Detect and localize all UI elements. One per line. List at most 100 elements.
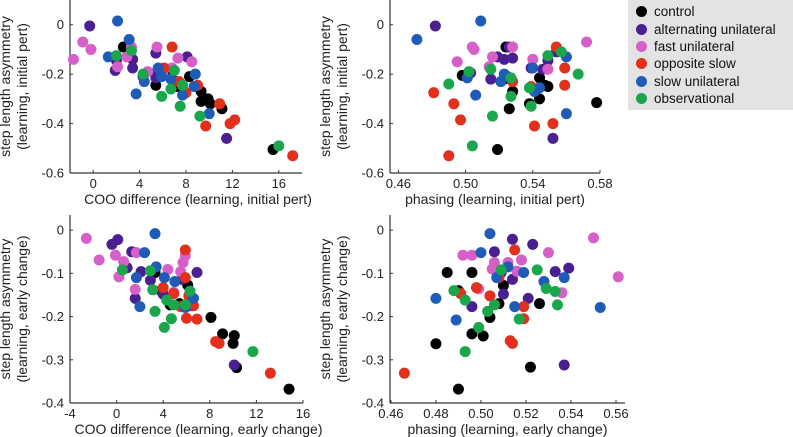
data-point xyxy=(451,56,463,68)
y-tick-label: -0.4 xyxy=(42,396,64,411)
legend-label: opposite slow xyxy=(654,56,736,72)
data-point xyxy=(411,34,423,46)
x-tick-label: 0.52 xyxy=(513,406,538,421)
data-point xyxy=(191,313,203,325)
data-point xyxy=(459,294,471,306)
y-axis-label: (learning, early change) xyxy=(14,235,30,382)
x-axis-label: COO difference (learning, early change) xyxy=(75,421,323,437)
data-point xyxy=(484,228,496,240)
data-point xyxy=(591,97,603,109)
data-point xyxy=(484,290,496,302)
data-point xyxy=(102,51,114,63)
data-point xyxy=(112,15,124,27)
y-tick-label: -0.2 xyxy=(362,67,384,82)
data-point xyxy=(506,233,518,245)
data-point xyxy=(129,283,141,295)
data-point xyxy=(144,274,156,286)
data-point xyxy=(531,264,543,276)
x-tick-label: 4 xyxy=(136,176,143,191)
series-control xyxy=(117,41,279,156)
data-point xyxy=(518,301,530,313)
x-tick-label: 0.54 xyxy=(520,176,545,191)
data-point xyxy=(227,337,239,349)
x-tick-label: 12 xyxy=(225,176,239,191)
data-point xyxy=(147,284,159,296)
data-point xyxy=(287,150,299,162)
x-tick-label: 16 xyxy=(272,176,286,191)
data-point xyxy=(84,20,96,32)
data-point xyxy=(463,66,475,78)
data-point xyxy=(165,83,177,95)
data-point xyxy=(549,285,561,297)
data-point xyxy=(475,247,487,259)
data-point xyxy=(165,73,177,85)
y-axis-label: step length asymmetry xyxy=(317,16,333,157)
data-point xyxy=(283,383,295,395)
data-point xyxy=(507,52,519,64)
data-point xyxy=(558,359,570,371)
data-point xyxy=(475,15,487,27)
data-point xyxy=(528,120,540,132)
legend-label: observational xyxy=(654,91,735,107)
data-point xyxy=(542,63,554,75)
data-point xyxy=(157,282,169,294)
data-point xyxy=(168,299,180,311)
series-control xyxy=(430,266,545,395)
data-point xyxy=(134,301,146,313)
series-observational xyxy=(443,46,584,152)
y-tick-label: -0.6 xyxy=(362,166,384,181)
data-point xyxy=(158,321,170,333)
data-point xyxy=(527,62,539,74)
data-point xyxy=(581,36,593,48)
data-point xyxy=(123,34,135,46)
y-tick-label: -0.4 xyxy=(42,116,64,131)
series-opposite-slow xyxy=(157,244,276,379)
data-point xyxy=(127,62,139,74)
legend-item-slow-unilateral: slow unilateral xyxy=(628,73,793,90)
data-point xyxy=(188,81,200,92)
x-axis-label: phasing (learning, early change) xyxy=(407,421,607,437)
data-point xyxy=(470,282,482,294)
scatter-panel-2: 0.46 0.50 0.54 0.58 0 -0.2 -0.4 -0.6 phasing (le… xyxy=(317,0,613,207)
y-tick-label: 0 xyxy=(377,17,384,32)
data-point xyxy=(503,103,515,115)
data-point xyxy=(430,338,442,350)
data-point xyxy=(166,41,178,53)
data-point xyxy=(558,272,570,284)
x-tick-label: 4 xyxy=(160,406,167,421)
y-tick-label: -0.1 xyxy=(362,266,384,281)
data-point xyxy=(172,52,184,64)
data-point xyxy=(509,301,521,313)
y-axis-label: (learning, initial pert) xyxy=(14,23,30,150)
legend-item-observational: observational xyxy=(628,90,793,107)
data-point xyxy=(509,244,521,256)
data-point xyxy=(144,265,156,277)
data-point xyxy=(186,56,198,68)
x-tick-label: 8 xyxy=(206,406,213,421)
data-point xyxy=(534,82,546,94)
y-axis-label: step length asymmetry xyxy=(317,239,333,380)
data-point xyxy=(109,249,121,261)
y-axis-label: step length asymmetry xyxy=(0,239,13,380)
scatter-panel-4: 0.46 0.48 0.50 0.52 0.54 0.56 0 -0.1 -0.2 -0.3 -0.… xyxy=(317,215,629,437)
data-point xyxy=(191,266,203,278)
data-point xyxy=(149,228,161,240)
data-point xyxy=(118,256,130,268)
data-point xyxy=(560,108,572,120)
legend-item-fast-unilateral: fast unilateral xyxy=(628,38,793,55)
data-point xyxy=(110,50,122,62)
data-point xyxy=(189,68,201,80)
data-point xyxy=(540,282,552,294)
data-point xyxy=(179,272,191,284)
data-point xyxy=(443,78,455,90)
legend: control alternating unilateral fast unil… xyxy=(628,0,793,110)
y-tick-label: -0.1 xyxy=(42,266,64,281)
x-tick-label: 0 xyxy=(113,406,120,421)
data-point xyxy=(428,87,440,99)
legend-item-opposite-slow: opposite slow xyxy=(628,55,793,72)
data-point xyxy=(542,81,554,92)
data-point xyxy=(177,89,189,101)
data-point xyxy=(125,45,137,57)
data-point xyxy=(488,299,500,311)
